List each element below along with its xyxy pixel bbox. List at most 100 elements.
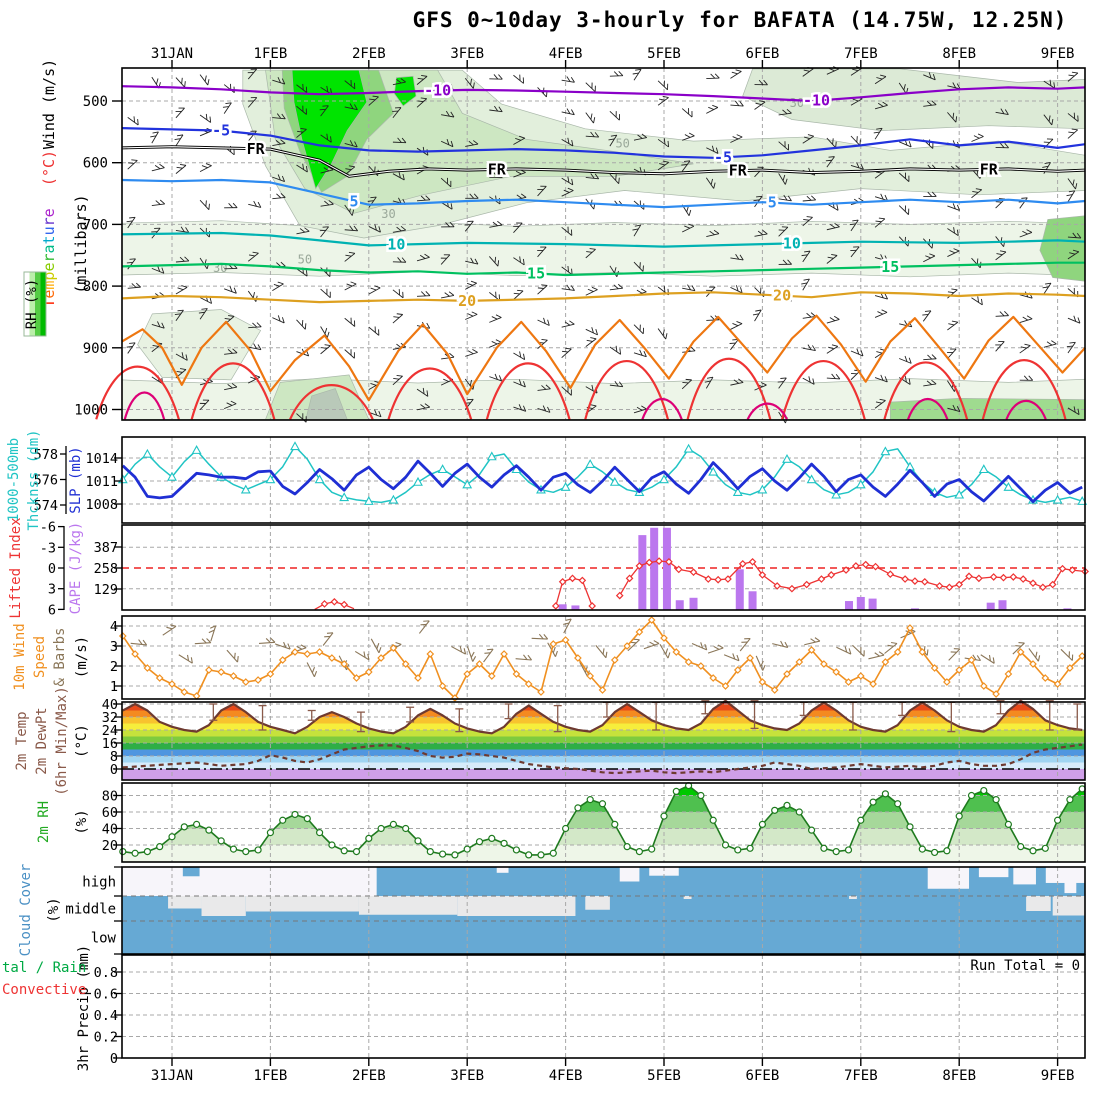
thickness-marker <box>413 476 423 486</box>
contour-label: 20 <box>773 287 791 305</box>
x-tick-label-top: 31JAN <box>151 46 193 62</box>
li-grid <box>122 525 1085 610</box>
li-tick: 6 <box>48 602 56 618</box>
contour-label: -5 <box>212 122 230 140</box>
thickness-marker <box>388 494 399 504</box>
contour-label: 10 <box>387 236 405 254</box>
precip-tick: 0.2 <box>94 1030 118 1046</box>
thickness-marker <box>855 479 866 489</box>
legend-wind: Wind (m/s) <box>40 59 58 149</box>
cape-tick: 387 <box>94 540 118 556</box>
lifted-index-line <box>314 557 1089 610</box>
wind10m-barbs <box>130 618 1074 678</box>
thickness-marker <box>486 451 497 461</box>
x-tick-label-bottom: 8FEB <box>942 1068 976 1084</box>
contour-label: 20 <box>458 292 476 310</box>
contour-label: 15 <box>881 258 899 276</box>
axis-label-2m-rh: 2m RH <box>36 801 52 843</box>
thickness-tick: 576 <box>34 473 58 489</box>
axis-label-barbs: & Barbs <box>52 627 68 686</box>
x-tick-label-top: 5FEB <box>647 46 681 62</box>
y-tick-label: 700 <box>83 217 108 233</box>
slp-tick: 1014 <box>85 451 118 467</box>
contour-label: FR <box>729 162 748 180</box>
legend-rh: RH (%) <box>23 271 47 337</box>
wind-tick: 1 <box>110 679 118 695</box>
precip-grid <box>122 955 1085 1058</box>
rh-contour-label: 50 <box>615 136 629 150</box>
x-tick-label-top: 7FEB <box>844 46 878 62</box>
run-total-label: Run Total = 0 <box>970 958 1080 974</box>
thickness-marker <box>191 445 202 454</box>
thickness-marker <box>880 446 891 456</box>
cloud-row-label: low <box>91 931 117 947</box>
thickness-marker <box>363 496 374 505</box>
li-cape-panel: 129 258 387 CAPE (J/kg) -6 -3 0 3 6 Lifted Index <box>8 517 1089 619</box>
legend-rh-text: RH (%) <box>24 279 40 330</box>
x-tick-label-bottom: 3FEB <box>450 1068 484 1084</box>
cloud-panel: high middle low Cloud Cover (%) <box>18 864 1086 957</box>
thickness-marker <box>339 492 350 502</box>
pressure-axis: 500 600 700 800 900 1000 (millibars) <box>72 94 122 419</box>
x-tick-label-bottom: 6FEB <box>746 1068 780 1084</box>
rh-tick: 80 <box>102 789 118 805</box>
axis-label-10m-wind: 10m Wind <box>12 623 28 690</box>
time-axis: 31JAN 31JAN 1FEB 1FEB 2FEB 2FEB 3FEB 3FEB 4FEB 4F… <box>151 46 1075 1084</box>
thickness-marker <box>732 487 743 496</box>
temp-tick: 0 <box>110 762 118 778</box>
rh-tick: 40 <box>102 822 118 838</box>
li-tick: 3 <box>48 582 56 598</box>
rh-tick: 20 <box>102 838 118 854</box>
li-tick: -3 <box>40 540 56 556</box>
x-tick-label-bottom: 9FEB <box>1041 1068 1075 1084</box>
axis-label-3hr-precip: 3hr Precip (mm) <box>76 945 92 1071</box>
thickness-marker <box>978 464 989 474</box>
x-tick-label-top: 4FEB <box>549 46 583 62</box>
wind-tick: 4 <box>110 619 118 635</box>
axis-label-rh-pct: (%) <box>74 809 90 834</box>
axis-label-slp: SLP (mb) <box>68 446 84 513</box>
axis-label-2m-temp: 2m Temp <box>14 711 30 770</box>
contour-label: 15 <box>527 265 545 283</box>
thickness-marker <box>314 474 325 484</box>
x-tick-label-top: 3FEB <box>450 46 484 62</box>
axis-label-millibars: (millibars) <box>72 194 90 293</box>
thickness-marker <box>806 474 817 484</box>
temp-tick: 8 <box>110 749 118 765</box>
x-tick-label-bottom: 4FEB <box>549 1068 583 1084</box>
contour-label: 10 <box>783 234 801 252</box>
thickness-marker <box>831 489 842 499</box>
x-tick-label-bottom: 2FEB <box>352 1068 386 1084</box>
thickness-marker <box>708 466 719 476</box>
thickness-marker <box>1052 494 1063 504</box>
axis-label-cloud-cover: Cloud Cover <box>18 864 34 957</box>
li-tick: 0 <box>48 561 56 577</box>
precip-tick: 0.6 <box>94 987 118 1003</box>
rh-contour-label: 30 <box>381 207 395 221</box>
rh-contour-label: 30 <box>790 96 804 110</box>
thickness-marker <box>142 448 153 458</box>
contour-label: FR <box>247 140 266 158</box>
x-tick-label-top: 2FEB <box>352 46 386 62</box>
x-tick-label-top: 9FEB <box>1041 46 1075 62</box>
thickness-marker <box>240 484 251 494</box>
axis-label-2m-dewpt: 2m DewPt <box>34 707 50 774</box>
cloud-row-label: middle <box>65 902 116 918</box>
y-tick-label: 900 <box>83 341 108 357</box>
contour-label: -10 <box>803 92 830 110</box>
x-tick-label-top: 1FEB <box>254 46 288 62</box>
x-tick-label-bottom: 31JAN <box>151 1068 193 1084</box>
contour-label: -10 <box>424 82 451 100</box>
axis-label-thickness-1: 1000-500mb <box>6 438 22 522</box>
li-cape-axis: 129 258 387 CAPE (J/kg) -6 -3 0 3 6 Lifted Index <box>8 517 122 619</box>
y-tick-label: 500 <box>83 94 108 110</box>
axis-label-minmax: (6hr Min/Max) <box>54 686 70 796</box>
